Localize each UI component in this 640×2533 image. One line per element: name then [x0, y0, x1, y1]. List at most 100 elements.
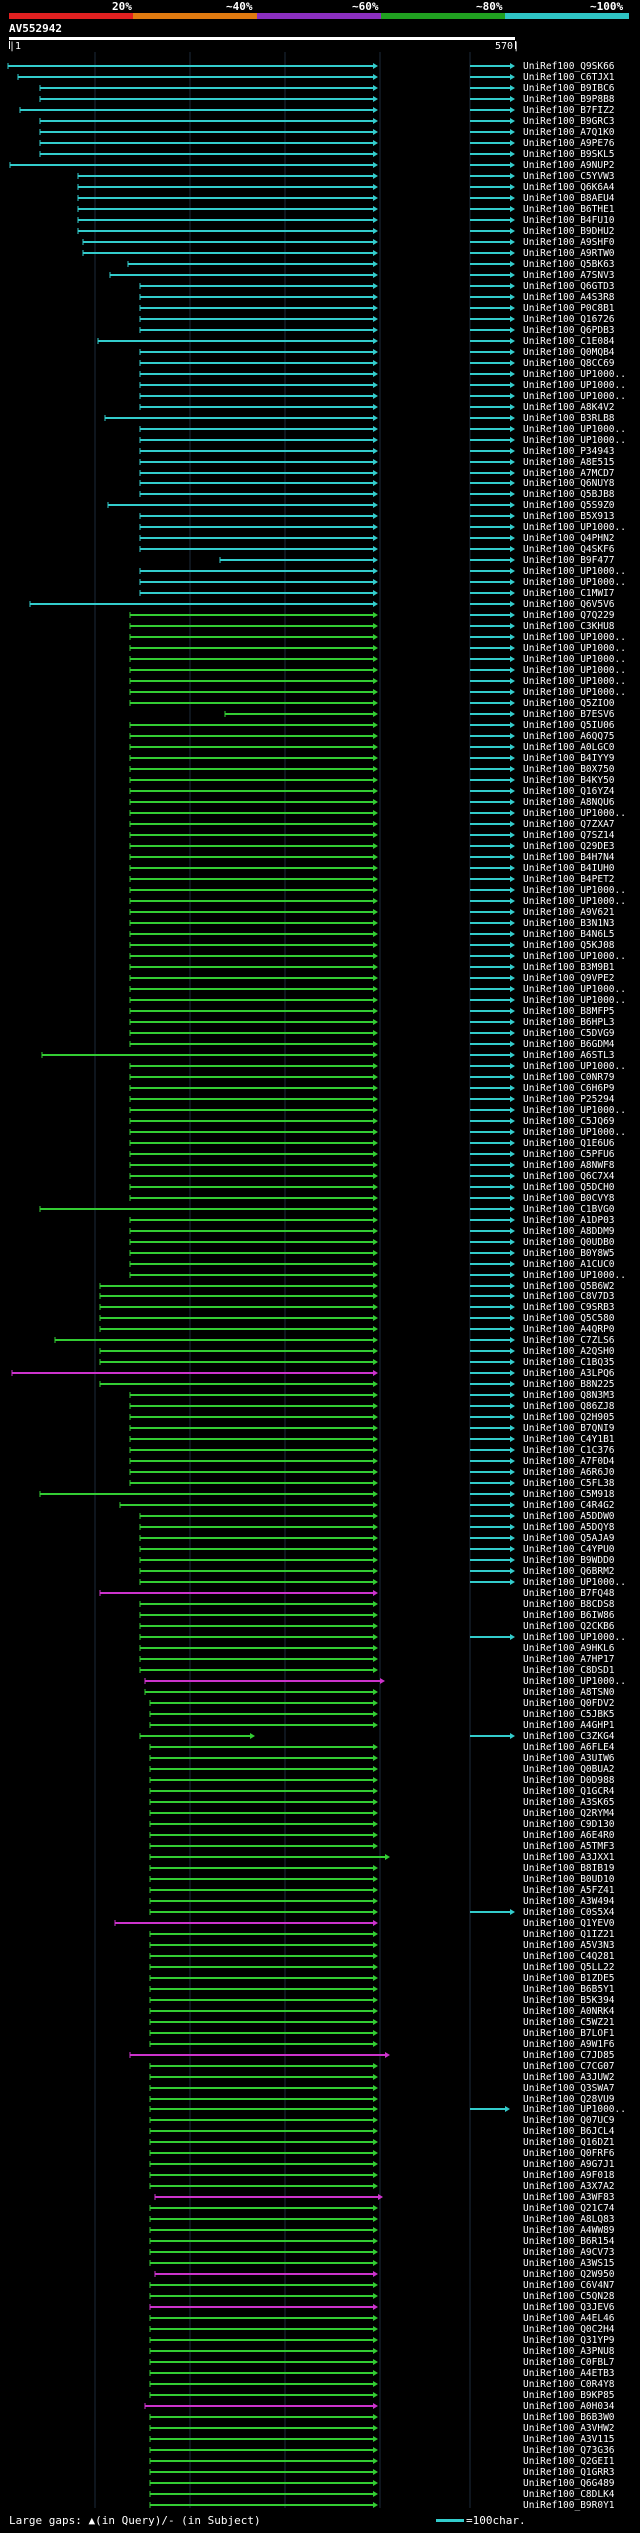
hit-label[interactable]: UniRef100_C5QN28 — [523, 2291, 615, 2302]
hit-row[interactable]: UniRef100_Q4PHN2 — [139, 533, 615, 544]
hit-row[interactable]: UniRef100_Q6C7X4 — [129, 1171, 615, 1182]
hit-label[interactable]: UniRef100_A3JUW2 — [523, 2072, 615, 2083]
hit-row[interactable]: UniRef100_P34943 — [139, 446, 615, 457]
hit-row[interactable]: UniRef100_A7HP17 — [139, 1654, 615, 1665]
hit-row[interactable]: UniRef100_C1MWI7 — [139, 588, 615, 599]
hit-row[interactable]: UniRef100_UP1000.. — [149, 2104, 626, 2115]
hit-label[interactable]: UniRef100_Q5ZIO0 — [523, 698, 615, 709]
hit-row[interactable]: UniRef100_C5M918 — [39, 1489, 615, 1500]
hit-label[interactable]: UniRef100_B7FIZ2 — [523, 105, 615, 116]
hit-label[interactable]: UniRef100_A6FLE4 — [523, 1742, 615, 1753]
hit-row[interactable]: UniRef100_Q6BRM2 — [139, 1566, 615, 1577]
hit-label[interactable]: UniRef100_UP1000.. — [523, 885, 626, 896]
hit-label[interactable]: UniRef100_C7ZLS6 — [523, 1335, 615, 1346]
hit-label[interactable]: UniRef100_C9D130 — [523, 1819, 615, 1830]
hit-label[interactable]: UniRef100_B6IW86 — [523, 1610, 615, 1621]
hit-row[interactable]: UniRef100_C1BQ35 — [99, 1357, 615, 1368]
hit-label[interactable]: UniRef100_A3WS15 — [523, 2258, 615, 2269]
hit-label[interactable]: UniRef100_C1E084 — [523, 336, 615, 347]
hit-row[interactable]: UniRef100_B9R0Y1 — [149, 2500, 615, 2511]
hit-label[interactable]: UniRef100_B5X913 — [523, 511, 615, 522]
hit-row[interactable]: UniRef100_A9CV73 — [149, 2247, 615, 2258]
hit-row[interactable]: UniRef100_Q6NUY8 — [139, 478, 615, 489]
hit-row[interactable]: UniRef100_Q5IU06 — [129, 720, 615, 731]
hit-label[interactable]: UniRef100_Q0C2H4 — [523, 2324, 615, 2335]
hit-label[interactable]: UniRef100_Q1GCR4 — [523, 1786, 615, 1797]
hit-label[interactable]: UniRef100_Q0FRF6 — [523, 2148, 615, 2159]
hit-label[interactable]: UniRef100_UP1000.. — [523, 1127, 626, 1138]
hit-label[interactable]: UniRef100_Q2W950 — [523, 2269, 615, 2280]
hit-row[interactable]: UniRef100_B6GDM4 — [129, 1039, 615, 1050]
hit-row[interactable]: UniRef100_A7Q1K0 — [39, 127, 615, 138]
hit-label[interactable]: UniRef100_B0X750 — [523, 764, 615, 775]
hit-row[interactable]: UniRef100_A6R6J0 — [129, 1467, 615, 1478]
hit-row[interactable]: UniRef100_A9W1F6 — [149, 2039, 615, 2050]
hit-row[interactable]: UniRef100_A7SNV3 — [109, 270, 615, 281]
hit-row[interactable]: UniRef100_A9G7J1 — [149, 2159, 615, 2170]
hit-label[interactable]: UniRef100_UP1000.. — [523, 1676, 626, 1687]
hit-row[interactable]: UniRef100_UP1000.. — [129, 676, 626, 687]
hit-row[interactable]: UniRef100_A5TMF3 — [149, 1841, 615, 1852]
hit-row[interactable]: UniRef100_Q0FDV2 — [149, 1698, 615, 1709]
hit-label[interactable]: UniRef100_A9SHF0 — [523, 237, 615, 248]
hit-row[interactable]: UniRef100_UP1000.. — [129, 1061, 626, 1072]
hit-label[interactable]: UniRef100_B4KY50 — [523, 775, 615, 786]
hit-label[interactable]: UniRef100_UP1000.. — [523, 1270, 626, 1281]
hit-label[interactable]: UniRef100_UP1000.. — [523, 896, 626, 907]
hit-row[interactable]: UniRef100_A8NWF8 — [129, 1160, 615, 1171]
hit-label[interactable]: UniRef100_Q7Q229 — [523, 610, 615, 621]
hit-label[interactable]: UniRef100_A4ETB3 — [523, 2368, 615, 2379]
hit-row[interactable]: UniRef100_A1DP03 — [129, 1215, 615, 1226]
hit-label[interactable]: UniRef100_Q6NUY8 — [523, 478, 615, 489]
hit-row[interactable]: UniRef100_Q1E6U6 — [129, 1138, 615, 1149]
hit-label[interactable]: UniRef100_UP1000.. — [523, 369, 626, 380]
hit-row[interactable]: UniRef100_B4PET2 — [129, 874, 615, 885]
hit-label[interactable]: UniRef100_Q2CKB6 — [523, 1621, 615, 1632]
hit-row[interactable]: UniRef100_B6R154 — [149, 2236, 615, 2247]
hit-label[interactable]: UniRef100_B6HPL3 — [523, 1017, 615, 1028]
hit-label[interactable]: UniRef100_C0S5X4 — [523, 1907, 615, 1918]
hit-row[interactable]: UniRef100_Q5C580 — [99, 1313, 615, 1324]
hit-row[interactable]: UniRef100_C6TJX1 — [17, 72, 615, 83]
hit-row[interactable]: UniRef100_A6QQ75 — [129, 731, 615, 742]
hit-label[interactable]: UniRef100_C0FBL7 — [523, 2357, 615, 2368]
hit-label[interactable]: UniRef100_UP1000.. — [523, 522, 626, 533]
hit-label[interactable]: UniRef100_C3KHU8 — [523, 621, 615, 632]
hit-label[interactable]: UniRef100_Q16DZ1 — [523, 2137, 615, 2148]
hit-label[interactable]: UniRef100_B0UD10 — [523, 1874, 615, 1885]
hit-label[interactable]: UniRef100_A8NWF8 — [523, 1160, 615, 1171]
hit-row[interactable]: UniRef100_C0R4Y8 — [149, 2379, 615, 2390]
hit-row[interactable]: UniRef100_A6FLE4 — [149, 1742, 615, 1753]
hit-row[interactable]: UniRef100_UP1000.. — [129, 1127, 626, 1138]
hit-label[interactable]: UniRef100_C6TJX1 — [523, 72, 615, 83]
hit-label[interactable]: UniRef100_A4S3R8 — [523, 292, 615, 303]
hit-label[interactable]: UniRef100_Q3JEV6 — [523, 2302, 615, 2313]
hit-row[interactable]: UniRef100_Q07UC9 — [149, 2115, 615, 2126]
hit-row[interactable]: UniRef100_B6JCL4 — [149, 2126, 615, 2137]
hit-row[interactable]: UniRef100_UP1000.. — [129, 995, 626, 1006]
hit-label[interactable]: UniRef100_Q1YEV0 — [523, 1918, 615, 1929]
hit-row[interactable]: UniRef100_Q4SKF6 — [139, 544, 615, 555]
hit-row[interactable]: UniRef100_UP1000.. — [139, 1577, 626, 1588]
hit-row[interactable]: UniRef100_UP1000.. — [144, 1676, 626, 1687]
hit-row[interactable]: UniRef100_B0UD10 — [149, 1874, 615, 1885]
hit-label[interactable]: UniRef100_UP1000.. — [523, 654, 626, 665]
hit-label[interactable]: UniRef100_B4N6L5 — [523, 929, 615, 940]
hit-row[interactable]: UniRef100_C6V4N7 — [149, 2280, 615, 2291]
hit-label[interactable]: UniRef100_A9W1F6 — [523, 2039, 615, 2050]
hit-label[interactable]: UniRef100_Q5B6W2 — [523, 1281, 615, 1292]
hit-label[interactable]: UniRef100_B7ESV6 — [523, 709, 615, 720]
hit-row[interactable]: UniRef100_C4R4G2 — [119, 1500, 615, 1511]
hit-row[interactable]: UniRef100_Q5BJB8 — [139, 489, 615, 500]
hit-row[interactable]: UniRef100_B9GRC3 — [39, 116, 615, 127]
hit-label[interactable]: UniRef100_A9NUP2 — [523, 160, 615, 171]
hit-label[interactable]: UniRef100_C6V4N7 — [523, 2280, 615, 2291]
hit-row[interactable]: UniRef100_B4H7N4 — [129, 852, 615, 863]
hit-row[interactable]: UniRef100_B9F477 — [219, 555, 615, 566]
hit-label[interactable]: UniRef100_UP1000.. — [523, 632, 626, 643]
hit-row[interactable]: UniRef100_A9RTW0 — [82, 248, 615, 259]
hit-row[interactable]: UniRef100_A3JUW2 — [149, 2072, 615, 2083]
hit-label[interactable]: UniRef100_A3V115 — [523, 2434, 615, 2445]
hit-row[interactable]: UniRef100_B4KY50 — [129, 775, 615, 786]
hit-row[interactable]: UniRef100_A9HKL6 — [139, 1643, 615, 1654]
